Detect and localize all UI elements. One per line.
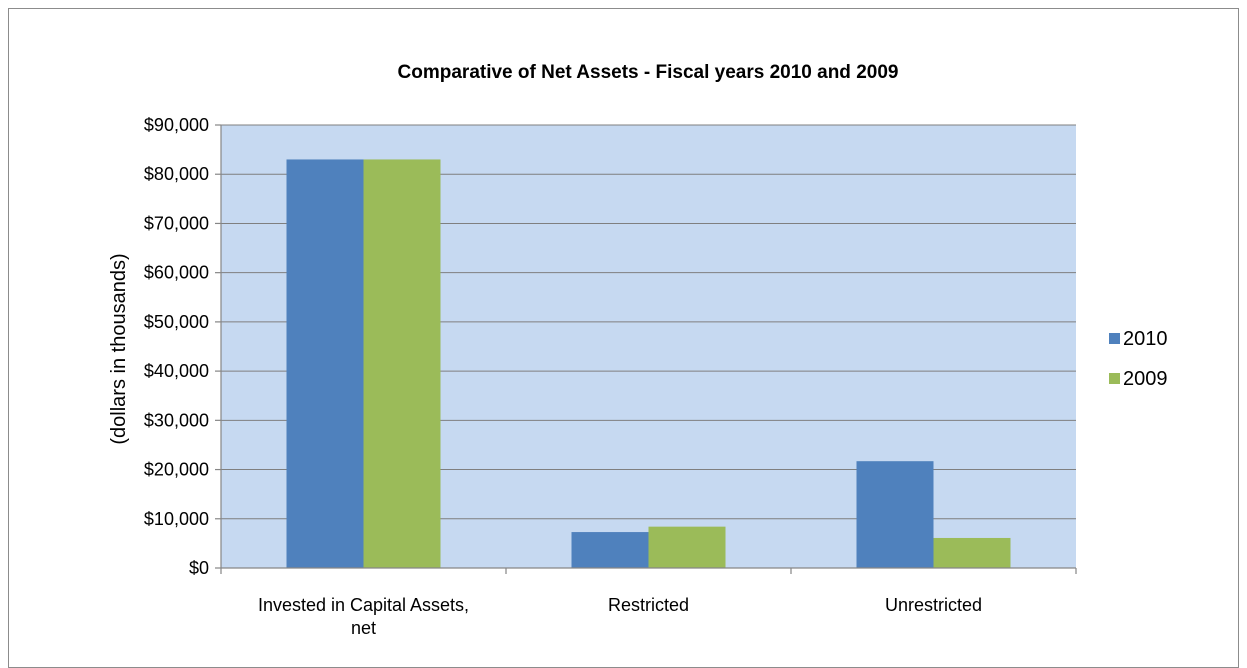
x-category-label: Invested in Capital Assets,	[258, 595, 469, 615]
axes	[215, 124, 1077, 574]
x-category-label: Restricted	[608, 595, 689, 615]
y-tick-label: $30,000	[144, 410, 209, 430]
bars	[286, 159, 1011, 568]
x-category-label: net	[351, 618, 376, 638]
y-tick-label: $50,000	[144, 312, 209, 332]
bar-2009-0	[363, 159, 441, 568]
legend-label-2010: 2010	[1123, 328, 1168, 350]
bar-2010-1	[571, 532, 649, 568]
y-tick-label: $60,000	[144, 263, 209, 283]
y-tick-label: $20,000	[144, 460, 209, 480]
y-tick-label: $80,000	[144, 164, 209, 184]
bar-2010-2	[856, 461, 934, 568]
bar-2009-2	[933, 537, 1011, 568]
legend: 2010 2009	[1109, 328, 1168, 390]
y-tick-label: $70,000	[144, 213, 209, 233]
y-tick-label: $0	[189, 558, 209, 578]
legend-label-2009: 2009	[1123, 368, 1168, 390]
y-tick-label: $40,000	[144, 361, 209, 381]
chart-title: Comparative of Net Assets - Fiscal years…	[398, 62, 899, 83]
bar-2009-1	[648, 526, 726, 568]
x-category-labels: Invested in Capital Assets, net Restricted…	[258, 595, 982, 638]
y-tick-labels: $0 $10,000 $20,000 $30,000 $40,000 $50,000 $60…	[144, 115, 209, 578]
y-tick-label: $90,000	[144, 115, 209, 135]
x-category-label: Unrestricted	[885, 595, 982, 615]
y-tick-label: $10,000	[144, 509, 209, 529]
legend-swatch-2009	[1109, 373, 1120, 384]
y-axis-label: (dollars in thousands)	[108, 253, 130, 444]
legend-swatch-2010	[1109, 333, 1120, 344]
bar-2010-0	[286, 159, 364, 568]
